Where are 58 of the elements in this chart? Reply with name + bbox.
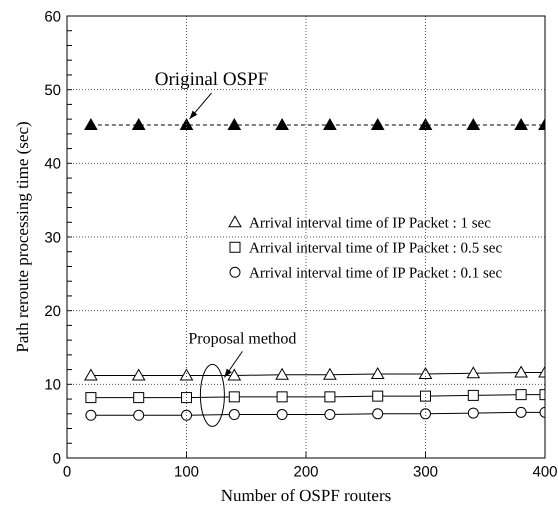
legend-label: Arrival interval time of IP Packet : 0.5 sec [249, 240, 502, 256]
x-tick-label: 400 [532, 464, 558, 481]
y-tick-label: 20 [44, 302, 61, 320]
y-tick-label: 50 [44, 82, 61, 99]
point [371, 368, 384, 380]
legend-label: Arrival interval time of IP Packet : 1 sec [249, 215, 492, 232]
point [516, 389, 527, 400]
point [276, 368, 289, 380]
point [468, 408, 479, 419]
y-tick-label: 60 [44, 8, 61, 26]
point [133, 410, 144, 421]
point [133, 392, 144, 404]
y-tick-label: 0 [52, 450, 61, 468]
point [516, 406, 527, 418]
point [228, 391, 240, 402]
y-tick-label: 30 [44, 229, 61, 246]
point [85, 410, 96, 421]
y-tick-label: 40 [44, 156, 61, 173]
point [324, 391, 336, 402]
point [323, 368, 336, 380]
point [276, 391, 288, 402]
x-tick-label: 200 [293, 464, 319, 481]
point [181, 392, 192, 404]
y-axis-title: Path reroute processing time (sec) [13, 121, 32, 353]
point [84, 118, 98, 130]
point [372, 408, 384, 420]
point [228, 118, 241, 130]
point [180, 368, 193, 380]
point [466, 366, 480, 378]
point [228, 409, 240, 420]
legend-label: Arrival interval time of IP Packet : 0.1 sec [249, 265, 502, 282]
point [132, 118, 146, 130]
point [372, 390, 384, 402]
point [468, 390, 479, 401]
point [420, 390, 431, 402]
point [180, 118, 193, 130]
point [228, 368, 241, 380]
point [419, 118, 432, 130]
point [181, 410, 192, 421]
annotation: Original OSPF [154, 69, 268, 90]
point [466, 118, 480, 130]
point [514, 366, 528, 378]
point [420, 408, 431, 420]
point [419, 368, 432, 380]
point [323, 118, 336, 130]
x-tick-label: 300 [412, 464, 438, 481]
annotation: Proposal method [188, 330, 296, 348]
point [85, 392, 96, 404]
point [276, 118, 289, 130]
point [371, 118, 384, 130]
point [276, 409, 288, 420]
point [514, 118, 528, 130]
y-tick-label: 10 [44, 376, 61, 394]
point [324, 409, 336, 420]
point [132, 368, 146, 380]
x-axis-title: Number of OSPF routers [220, 486, 392, 505]
x-tick-label: 100 [174, 464, 200, 481]
point [84, 368, 98, 380]
